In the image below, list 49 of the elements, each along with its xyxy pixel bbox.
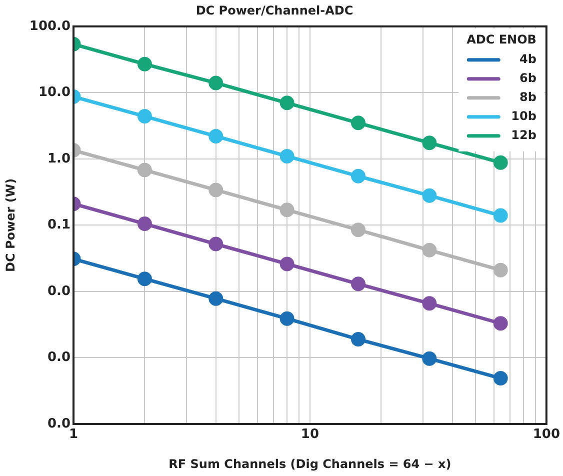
point	[493, 262, 508, 278]
point	[350, 116, 366, 130]
point	[208, 236, 224, 252]
legend-label: 6b	[519, 71, 537, 86]
point	[422, 188, 437, 203]
y-tick-label: 100.0	[29, 18, 71, 34]
point	[422, 296, 437, 311]
point	[350, 276, 366, 292]
y-axis-title: DC Power (W)	[3, 178, 18, 272]
point	[280, 148, 294, 164]
point	[137, 56, 152, 72]
legend-label: 4b	[519, 52, 537, 66]
x-tick-label: 100	[532, 427, 560, 442]
y-tick-label: 10.0	[38, 85, 71, 100]
point	[137, 272, 152, 286]
y-tick-label: 0.1	[47, 218, 71, 233]
y-tick-label: 1.0	[47, 151, 71, 166]
point	[280, 311, 294, 326]
point	[280, 202, 294, 218]
point	[208, 182, 224, 198]
point	[493, 371, 508, 386]
point	[137, 162, 152, 178]
point	[350, 332, 366, 347]
point	[280, 96, 294, 110]
point	[350, 222, 366, 238]
y-tick-label: 0.0	[47, 416, 71, 432]
legend-label: 8b	[519, 90, 537, 104]
point	[422, 136, 437, 150]
x-tick-label: 10	[300, 427, 320, 442]
point	[208, 76, 224, 90]
point	[280, 256, 294, 272]
legend-label: 10b	[511, 109, 537, 124]
point	[137, 109, 152, 124]
point	[493, 208, 508, 223]
y-tick-label: 0.0	[47, 284, 71, 299]
point	[422, 242, 437, 258]
chart-title: DC Power/Channel-ADC	[196, 3, 354, 18]
point	[208, 128, 224, 144]
point	[493, 316, 508, 331]
x-axis-title: RF Sum Channels (Dig Channels = 64 − x)	[168, 456, 452, 471]
legend-label: 12b	[511, 128, 537, 142]
point	[493, 155, 508, 170]
y-tick-label: 0.0	[47, 350, 71, 366]
point	[208, 291, 224, 306]
point	[350, 168, 366, 184]
legend-title: ADC ENOB	[466, 32, 536, 47]
point	[137, 216, 152, 232]
point	[422, 351, 437, 366]
x-tick-label: 1	[68, 427, 78, 442]
